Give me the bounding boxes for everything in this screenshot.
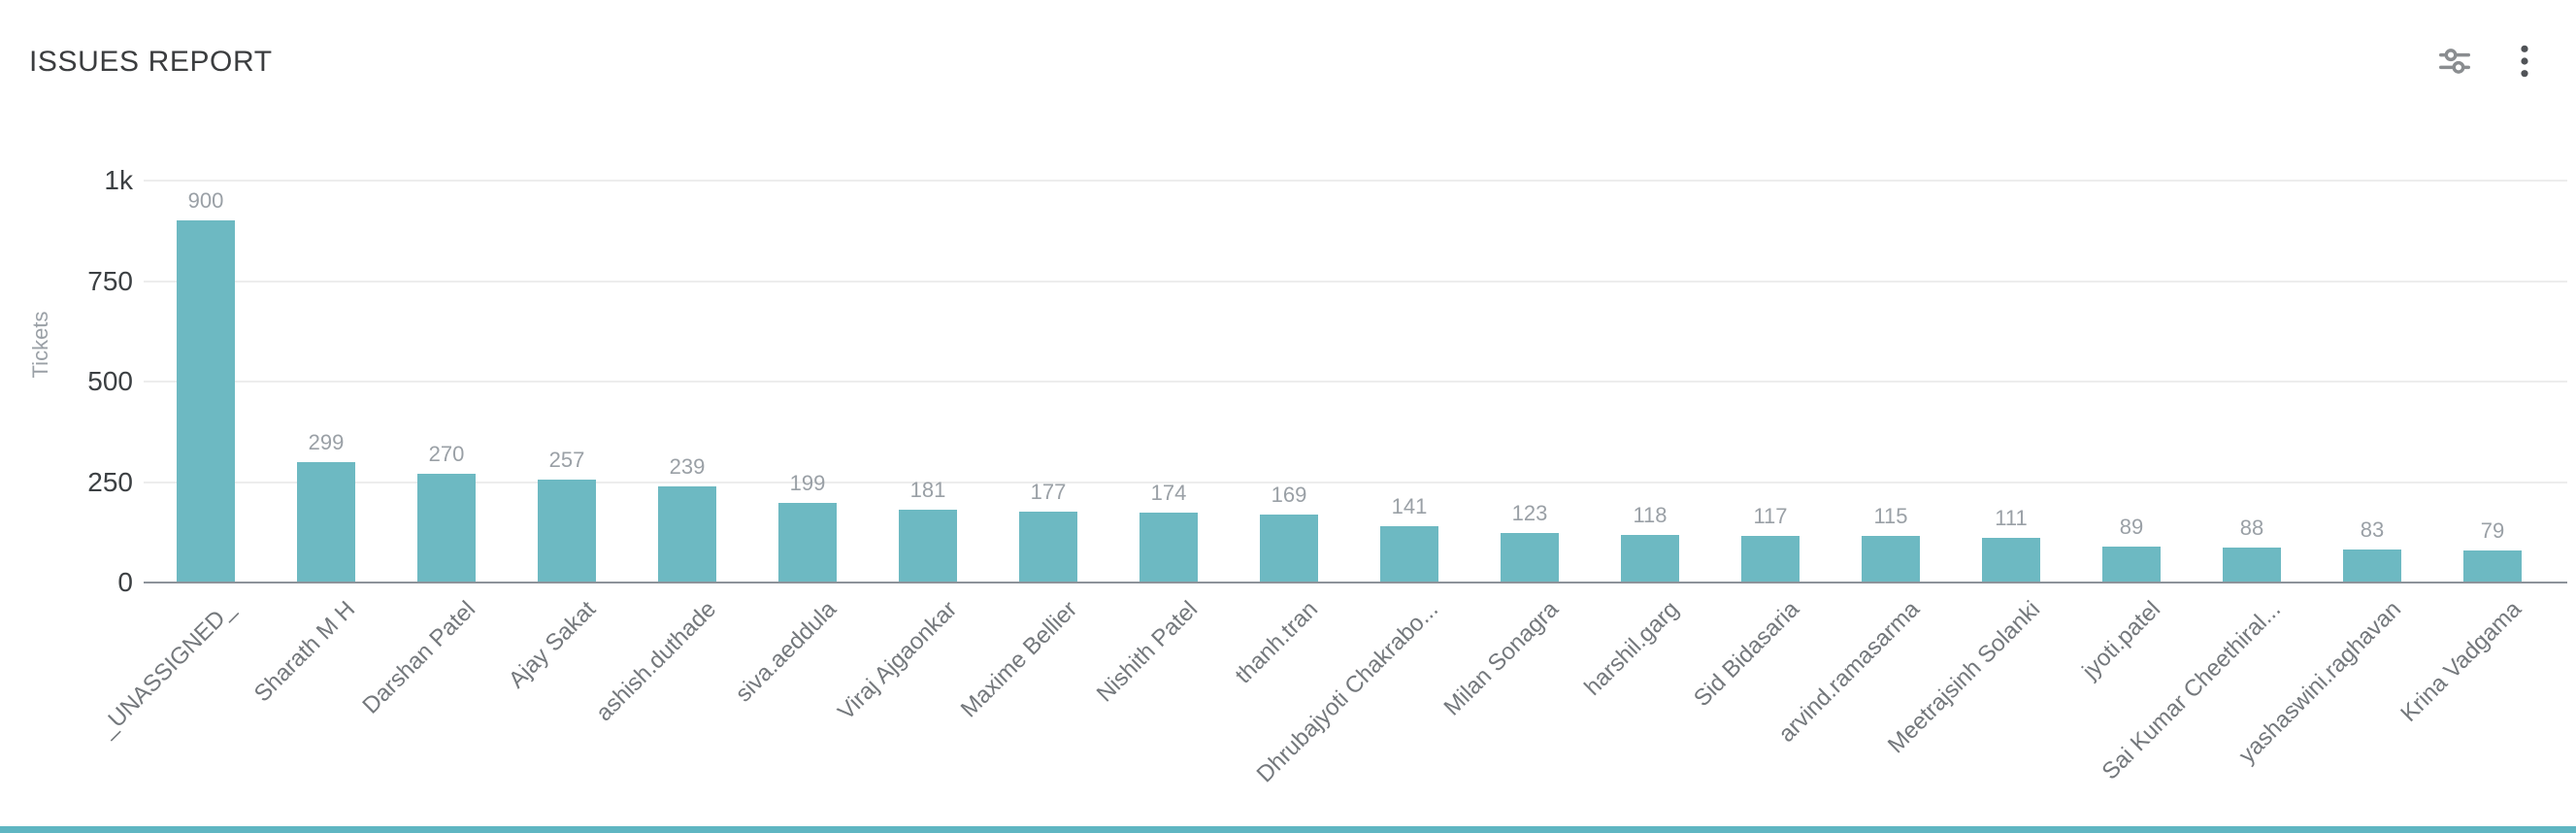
bar-value-label: 270	[428, 442, 465, 467]
bar-value-label: 900	[187, 188, 224, 214]
bar-value-label: 177	[1030, 479, 1067, 504]
bar[interactable]	[1501, 533, 1559, 583]
bar[interactable]	[1982, 538, 2040, 583]
bar[interactable]	[1862, 536, 1920, 583]
widget-bottom-accent-bar	[0, 826, 2576, 833]
bar-value-label: 299	[308, 430, 345, 455]
bar[interactable]	[417, 474, 476, 583]
bar[interactable]	[1260, 515, 1318, 583]
bar[interactable]	[1380, 525, 1438, 583]
bar-value-label: 79	[2480, 518, 2505, 544]
bar-value-label: 141	[1391, 493, 1428, 518]
bar[interactable]	[2343, 549, 2401, 583]
chart-menu-button[interactable]	[2504, 41, 2545, 82]
bar[interactable]	[658, 486, 716, 583]
bar-value-label: 169	[1271, 483, 1307, 508]
bar-value-label: 88	[2239, 515, 2264, 540]
bar[interactable]	[538, 479, 596, 583]
bar-value-label: 199	[789, 470, 826, 495]
gridline	[144, 381, 2567, 383]
x-axis-label: _UNASSIGNED_	[93, 596, 241, 743]
bar[interactable]	[2223, 547, 2281, 583]
bar[interactable]	[778, 502, 837, 583]
bar[interactable]	[1741, 535, 1800, 583]
bar-value-label: 115	[1873, 504, 1908, 529]
y-tick-label: 1k	[104, 165, 133, 195]
bar-value-label: 123	[1511, 501, 1548, 526]
bar[interactable]	[297, 462, 355, 583]
bar[interactable]	[2463, 550, 2522, 583]
bar[interactable]	[2102, 547, 2161, 583]
bar-value-label: 118	[1633, 503, 1668, 528]
gridline	[144, 481, 2567, 483]
bar[interactable]	[899, 510, 957, 583]
bar-value-label: 111	[1995, 506, 2028, 531]
x-axis-line	[144, 582, 2567, 583]
tune-icon	[2439, 49, 2470, 74]
y-tick-label: 250	[87, 466, 133, 497]
kebab-menu-icon	[2521, 45, 2528, 78]
chart-filter-button[interactable]	[2434, 41, 2475, 82]
bar[interactable]	[177, 220, 235, 583]
bar[interactable]	[1019, 511, 1077, 583]
bar-value-label: 83	[2360, 516, 2385, 542]
bar-value-label: 117	[1753, 503, 1788, 528]
bar[interactable]	[1139, 512, 1198, 583]
bar-value-label: 89	[2119, 515, 2144, 540]
bar-value-label: 257	[548, 447, 585, 472]
page-title: ISSUES REPORT	[29, 46, 273, 78]
y-tick-label: 500	[87, 366, 133, 396]
y-tick-label: 0	[117, 567, 133, 597]
bar-value-label: 239	[669, 454, 706, 480]
bar[interactable]	[1621, 535, 1679, 583]
gridline	[144, 280, 2567, 283]
y-tick-label: 750	[87, 265, 133, 296]
gridline	[144, 180, 2567, 182]
bar-value-label: 174	[1150, 480, 1187, 505]
bar-value-label: 181	[909, 478, 946, 503]
